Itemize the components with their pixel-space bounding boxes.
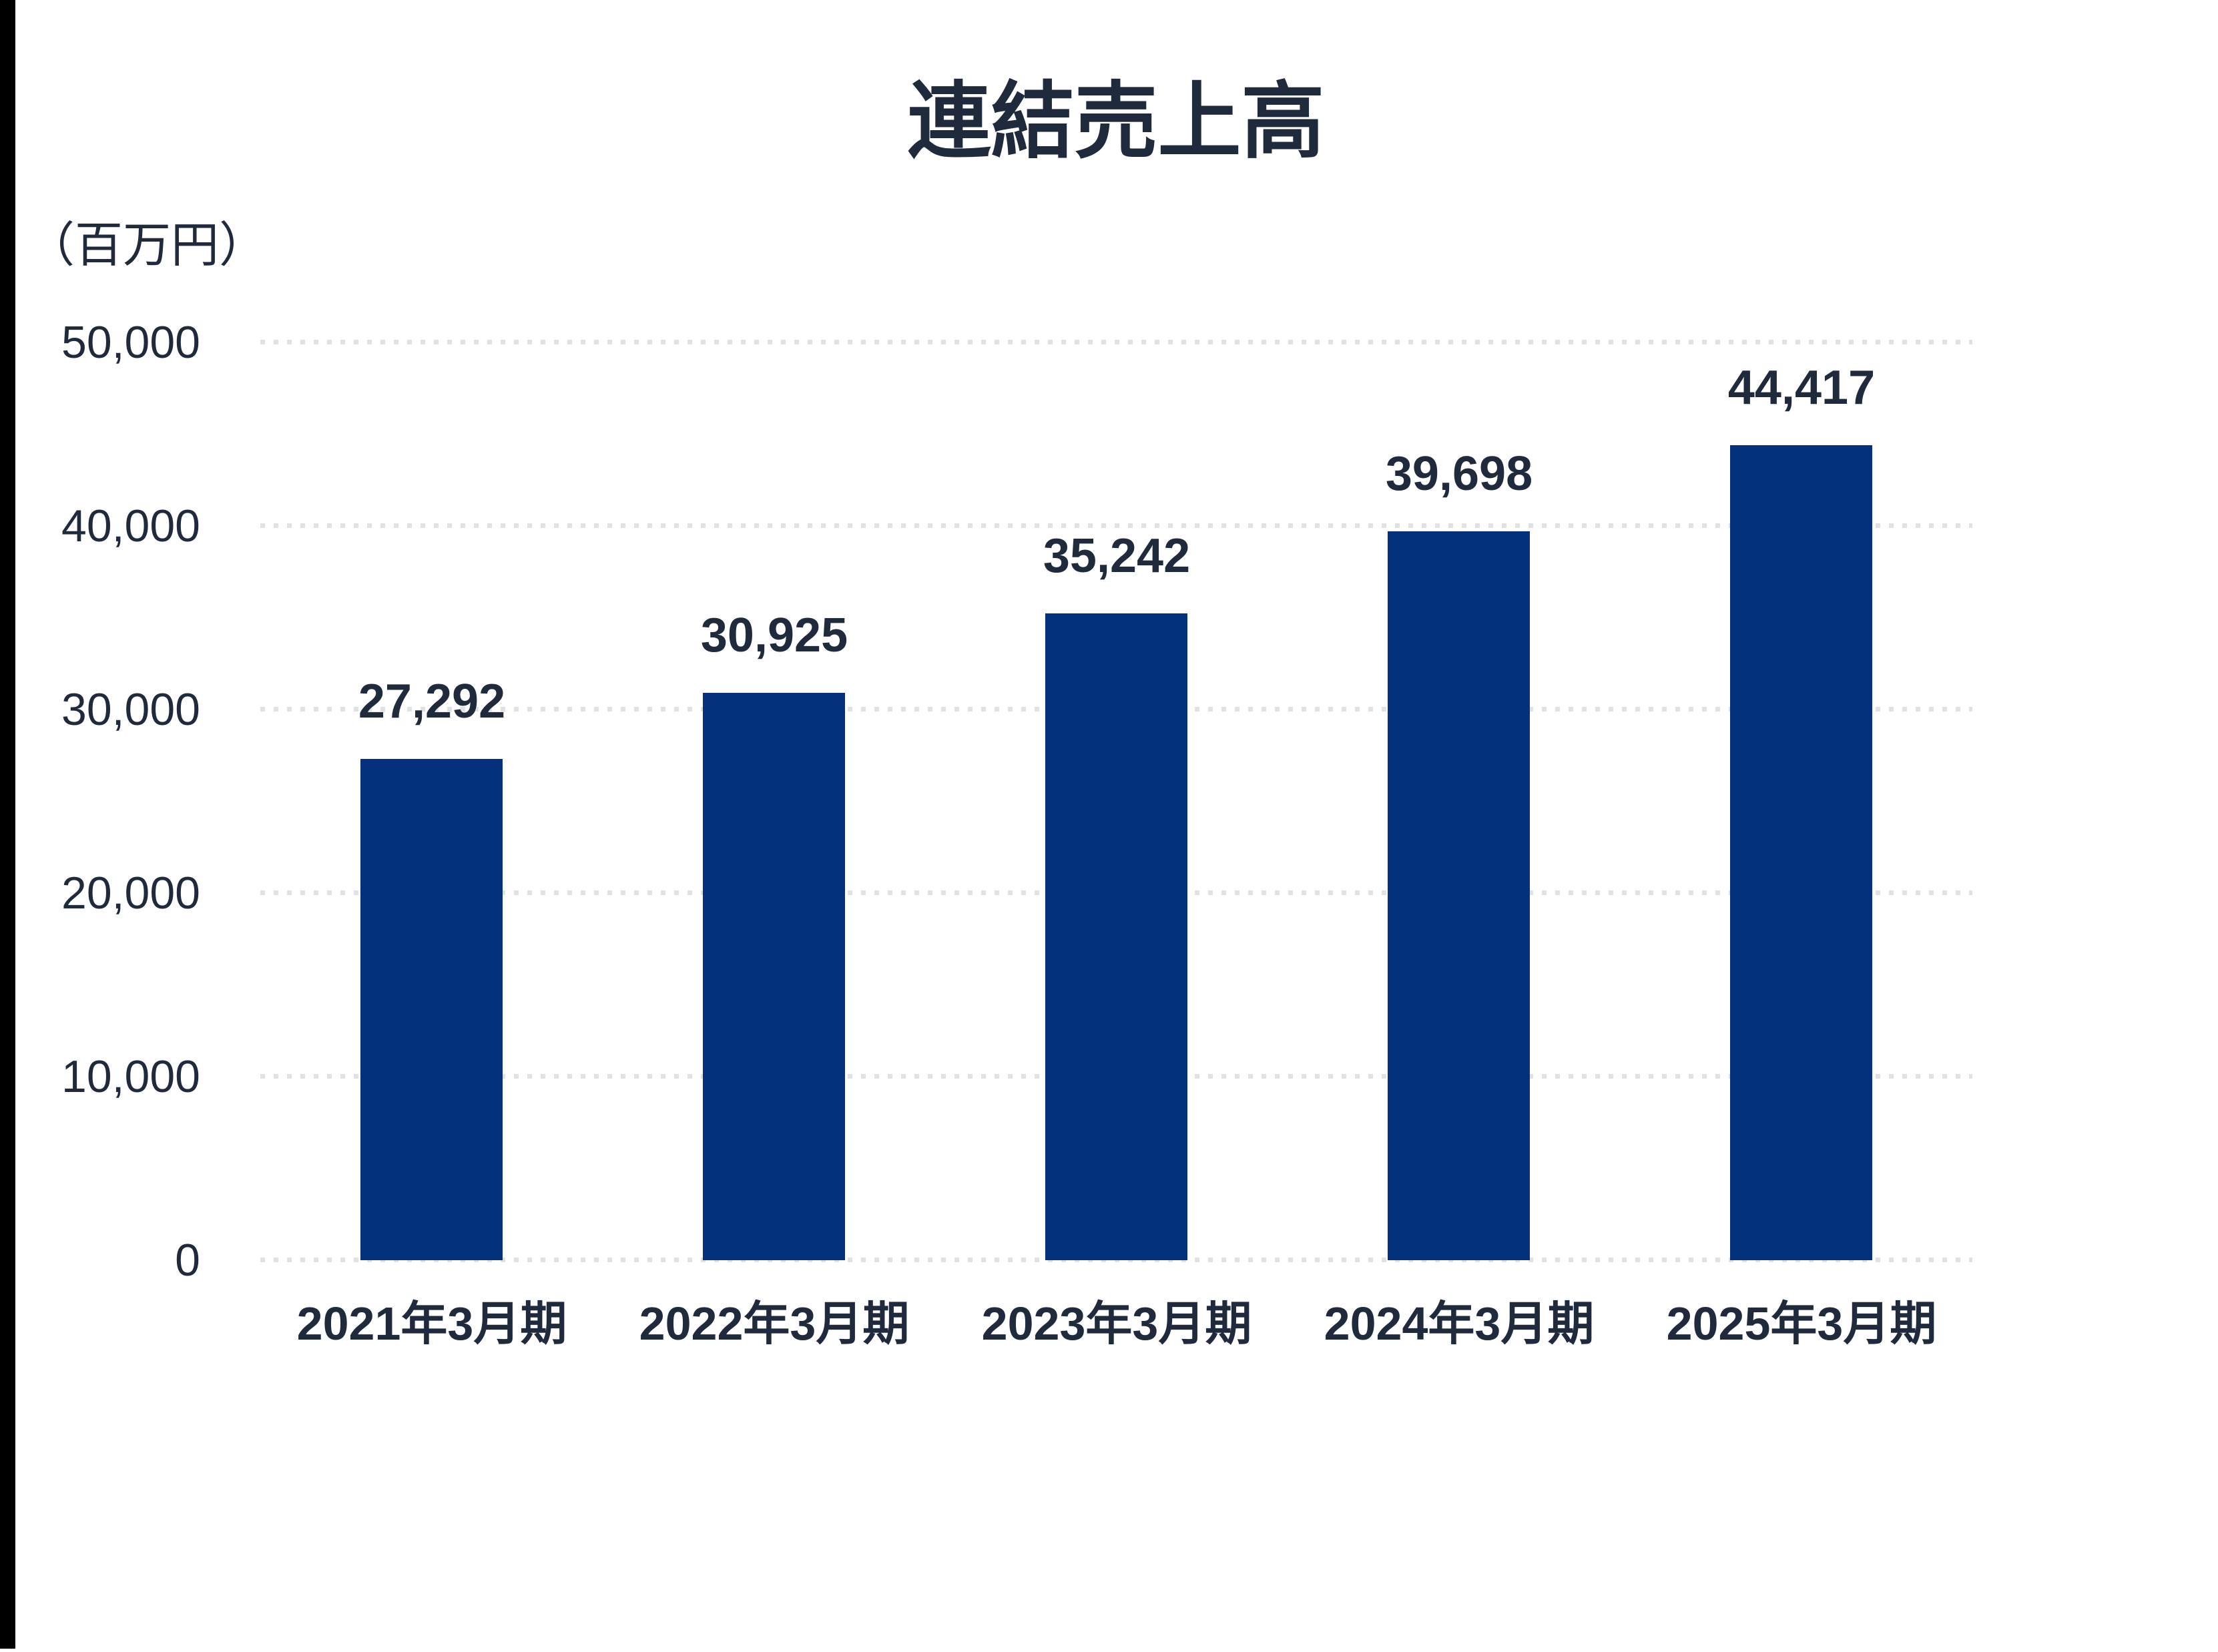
bar xyxy=(1388,531,1530,1260)
y-tick-label: 10,000 xyxy=(61,1051,200,1102)
bar xyxy=(703,693,845,1260)
bar xyxy=(1045,613,1187,1260)
left-edge-strip xyxy=(0,0,15,1649)
y-axis-unit-label: （百万円） xyxy=(27,219,268,272)
chart-title: 連結売上高 xyxy=(907,75,1325,168)
bar xyxy=(360,759,503,1260)
gridline xyxy=(260,523,1972,528)
bar-value-label: 44,417 xyxy=(1727,361,1876,415)
y-tick-label: 40,000 xyxy=(61,501,200,551)
bar-value-label: 30,925 xyxy=(700,609,848,662)
bar-value-label: 35,242 xyxy=(1043,529,1191,583)
x-axis-label: 2025年3月期 xyxy=(1666,1298,1937,1350)
bar-value-label: 39,698 xyxy=(1385,447,1533,501)
gridline xyxy=(260,340,1972,344)
y-tick-label: 0 xyxy=(175,1235,200,1286)
x-axis-label: 2024年3月期 xyxy=(1324,1298,1595,1350)
x-axis-label: 2023年3月期 xyxy=(981,1298,1252,1350)
y-tick-label: 30,000 xyxy=(61,684,200,735)
bar-value-label: 27,292 xyxy=(358,675,506,728)
x-axis-label: 2021年3月期 xyxy=(296,1298,567,1350)
y-tick-label: 50,000 xyxy=(61,317,200,368)
bar xyxy=(1730,445,1872,1260)
x-axis-label: 2022年3月期 xyxy=(639,1298,910,1350)
y-tick-label: 20,000 xyxy=(61,868,200,918)
